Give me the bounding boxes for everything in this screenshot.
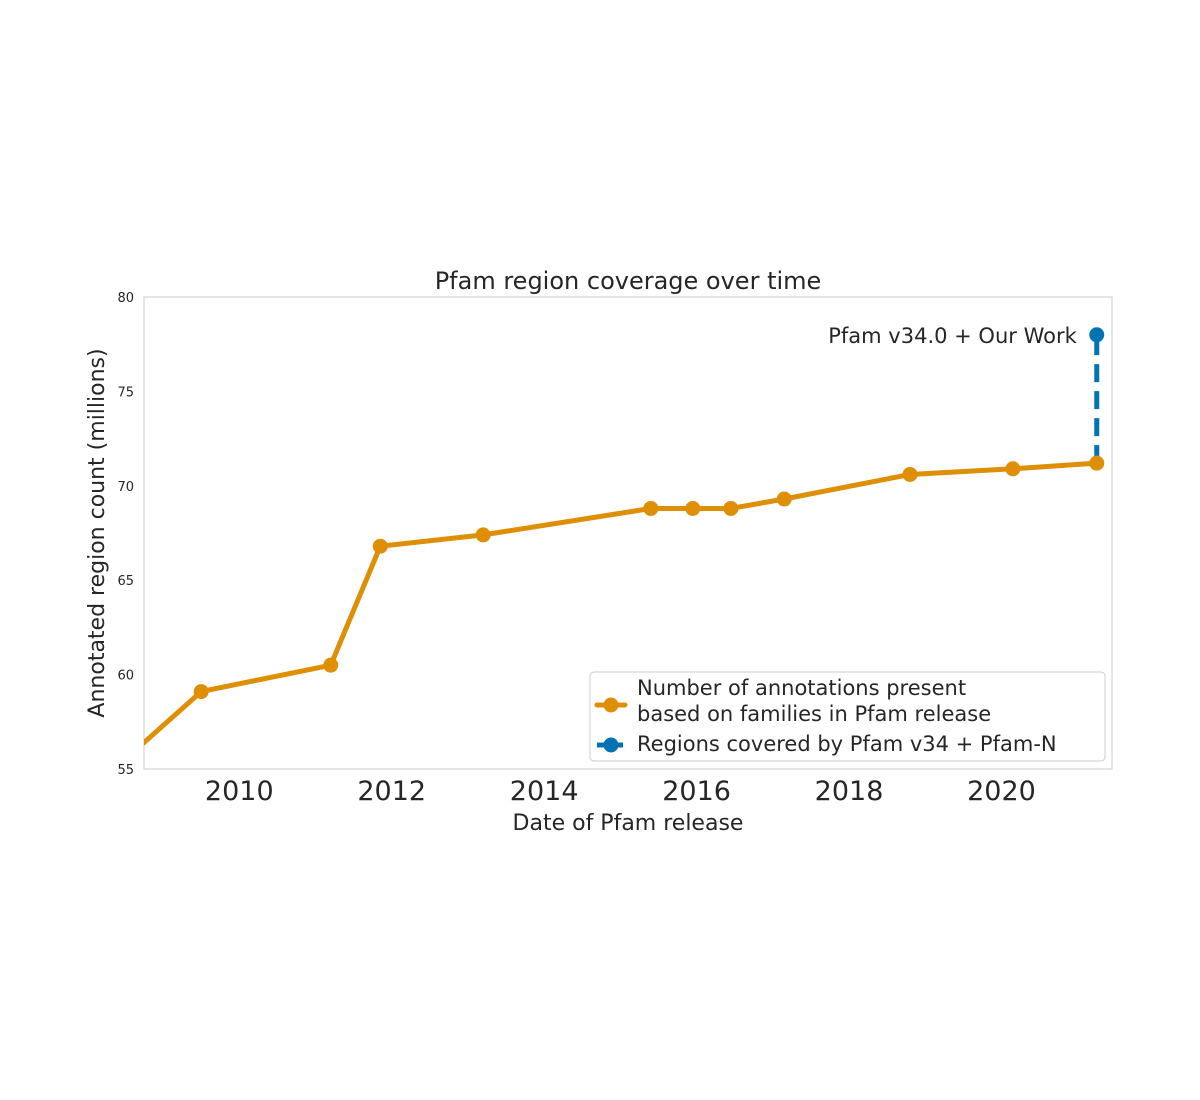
data-point <box>475 527 491 543</box>
data-point <box>1005 461 1021 477</box>
x-tick-label: 2018 <box>815 776 884 807</box>
data-point <box>685 500 701 516</box>
annotation-layer: Pfam v34.0 + Our Work <box>828 324 1077 348</box>
legend-marker-orange <box>603 697 619 713</box>
chart-title: Pfam region coverage over time <box>435 267 822 295</box>
legend-label-annotations-line1: Number of annotations present <box>637 676 966 700</box>
data-point <box>643 500 659 516</box>
data-point <box>1089 455 1105 471</box>
data-point-pfam-n <box>1089 327 1105 343</box>
y-axis-label: Annotated region count (millions) <box>85 348 110 717</box>
y-tick-label: 80 <box>117 291 134 306</box>
y-axis-ticks: 55 60 65 70 75 80 <box>117 291 134 778</box>
data-point <box>372 538 388 554</box>
x-tick-label: 2020 <box>967 776 1036 807</box>
legend: Number of annotations present based on f… <box>589 671 1106 762</box>
legend-marker-blue <box>603 737 619 753</box>
legend-label-annotations-line2: based on families in Pfam release <box>637 702 991 726</box>
x-tick-label: 2014 <box>510 776 579 807</box>
x-tick-label: 2016 <box>662 776 731 807</box>
y-tick-label: 70 <box>117 480 134 495</box>
x-tick-label: 2012 <box>357 776 426 807</box>
data-point <box>776 491 792 507</box>
data-point <box>193 684 209 700</box>
y-tick-label: 60 <box>117 669 134 684</box>
series-layer <box>144 327 1105 746</box>
series-annotations-line <box>144 460 1100 746</box>
legend-label-pfam-n: Regions covered by Pfam v34 + Pfam-N <box>637 732 1057 756</box>
x-axis-label: Date of Pfam release <box>513 811 744 836</box>
x-tick-label: 2010 <box>205 776 274 807</box>
data-point <box>902 466 918 482</box>
x-axis-ticks: 2010 2012 2014 2016 2018 2020 <box>205 776 1036 807</box>
y-tick-label: 65 <box>117 574 134 589</box>
y-tick-label: 75 <box>117 385 134 400</box>
y-tick-label: 55 <box>117 763 134 778</box>
annotation-label: Pfam v34.0 + Our Work <box>828 324 1077 348</box>
data-point <box>323 657 339 673</box>
data-point <box>723 500 739 516</box>
legend-box <box>589 671 1106 762</box>
